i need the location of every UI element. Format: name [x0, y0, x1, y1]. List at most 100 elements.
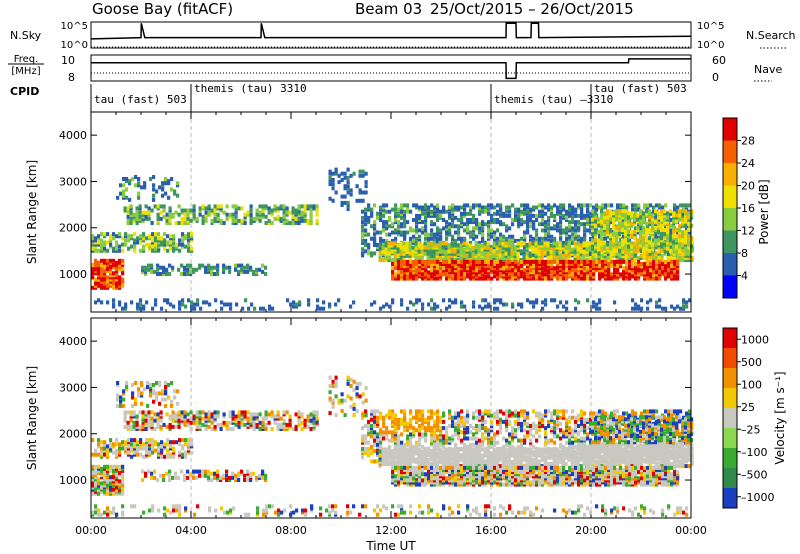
echo-cell [415, 276, 419, 281]
echo-cell [358, 198, 362, 203]
echo-cell [511, 264, 515, 269]
echo-cell [421, 272, 425, 277]
echo-cell [406, 264, 410, 269]
echo-cell [315, 212, 319, 217]
echo-cell [675, 228, 679, 232]
echo-cell [678, 244, 682, 249]
echo-cell [162, 269, 166, 274]
echo-cell [309, 418, 313, 423]
echo-cell [457, 226, 461, 231]
echo-cell [613, 268, 617, 273]
echo-cell [595, 266, 599, 271]
echo-cell [346, 203, 350, 207]
echo-cell [219, 221, 223, 225]
echo-cell [583, 203, 587, 208]
echo-cell [663, 213, 667, 218]
echo-cell [267, 218, 271, 223]
echo-cell [523, 211, 527, 216]
echo-cell [150, 427, 154, 431]
echo-cell [178, 454, 182, 459]
echo-cell [529, 268, 533, 273]
echo-cell [94, 246, 98, 251]
echo-cell [412, 259, 416, 264]
echo-cell [154, 302, 158, 307]
echo-cell [400, 215, 404, 220]
echo-cell [586, 262, 590, 266]
echo-cell [421, 226, 425, 231]
echo-cell [319, 306, 323, 311]
echo-cell [553, 226, 557, 231]
echo-cell [240, 422, 244, 427]
echo-cell [666, 221, 670, 226]
echo-cell [565, 264, 569, 269]
echo-cell [246, 416, 250, 421]
echo-cell [364, 440, 368, 445]
echo-cell [556, 272, 560, 277]
echo-cell [487, 236, 491, 241]
echo-cell [97, 265, 101, 269]
echo-cell [474, 241, 478, 246]
echo-cell [406, 205, 410, 210]
echo-cell [187, 232, 191, 237]
x-tick-label: 04:00 [175, 524, 207, 537]
echo-cell [577, 259, 581, 264]
echo-cell [143, 387, 147, 392]
echo-cell [138, 214, 142, 219]
echo-cell [124, 442, 128, 447]
echo-cell [172, 242, 176, 247]
echo-cell [273, 416, 277, 421]
echo-cell [517, 222, 521, 227]
echo-cell [481, 272, 485, 277]
echo-cell [664, 266, 668, 271]
echo-cell [513, 256, 517, 260]
echo-cell [406, 266, 410, 271]
echo-cell [139, 306, 143, 311]
echo-cell [174, 416, 178, 421]
echo-cell [505, 262, 509, 266]
echo-cell [603, 251, 607, 256]
echo-cell [159, 414, 163, 419]
echo-cell [511, 222, 515, 227]
echo-cell [402, 253, 406, 258]
echo-cell [128, 179, 132, 184]
echo-cell [370, 411, 374, 416]
echo-cell [564, 253, 568, 258]
echo-cell [154, 242, 158, 247]
echo-cell [571, 274, 575, 279]
echo-cell [364, 222, 368, 227]
echo-cell [676, 209, 680, 214]
echo-cell [153, 412, 157, 417]
echo-cell [562, 213, 566, 218]
echo-cell [568, 226, 572, 231]
echo-cell [510, 245, 514, 250]
echo-cell [564, 249, 568, 254]
echo-cell [127, 450, 131, 455]
echo-cell [588, 241, 592, 246]
echo-cell [187, 248, 191, 253]
echo-cell [508, 205, 512, 210]
echo-cell [289, 302, 293, 307]
echo-cell [334, 190, 338, 195]
echo-cell [154, 298, 158, 303]
echo-cell [666, 234, 670, 239]
echo-cell [135, 214, 139, 219]
echo-cell [631, 203, 635, 208]
echo-cell [103, 448, 107, 453]
echo-cell [469, 272, 473, 277]
echo-cell [511, 236, 515, 241]
echo-cell [463, 304, 467, 309]
echo-cell [457, 262, 461, 266]
echo-cell [475, 220, 479, 225]
echo-cell [525, 243, 529, 248]
echo-cell [396, 253, 400, 258]
echo-cell [643, 276, 647, 281]
echo-cell [168, 218, 172, 223]
echo-cell [364, 213, 368, 218]
echo-cell [246, 212, 250, 217]
echo-cell [97, 275, 101, 280]
echo-cell [115, 269, 119, 274]
echo-cell [279, 422, 283, 427]
echo-cell [400, 259, 404, 264]
echo-cell [142, 454, 146, 459]
echo-cell [502, 236, 506, 241]
